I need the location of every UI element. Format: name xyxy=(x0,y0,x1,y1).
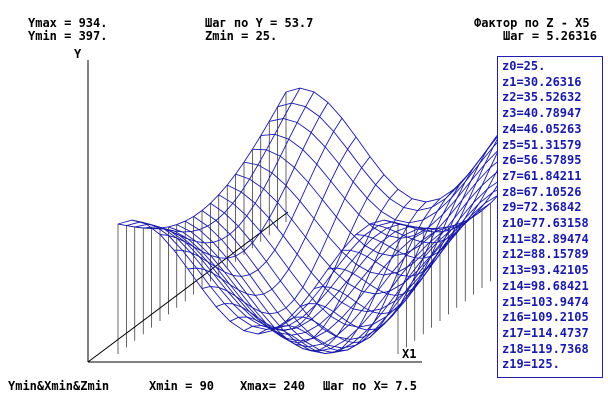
z-level-19: z19=125. xyxy=(502,357,560,372)
y-step-label: Шаг по Y = 53.7 xyxy=(205,16,314,30)
mesh-line-v-0 xyxy=(117,219,399,335)
mesh-line-v-12 xyxy=(218,194,500,328)
z-level-9: z9=72.36842 xyxy=(502,200,582,215)
z-level-17: z17=114.4737 xyxy=(502,325,589,340)
mesh-line-v-1 xyxy=(126,221,407,330)
mesh-line-v-15 xyxy=(243,161,525,276)
z-level-3: z3=40.78947 xyxy=(502,106,582,121)
mesh-line-v-4 xyxy=(151,228,432,336)
xmax-label: Xmax= 240 xyxy=(240,379,306,393)
z-level-1: z1=30.26316 xyxy=(502,74,582,89)
mesh-line-v-8 xyxy=(184,220,466,355)
z-level-12: z12=88.15789 xyxy=(502,247,589,262)
x-step-label: Шаг по X= 7.5 xyxy=(323,379,417,393)
y-axis-label: Y xyxy=(74,47,82,61)
z-level-0: z0=25. xyxy=(502,59,546,73)
z-level-10: z10=77.63158 xyxy=(502,216,589,230)
mesh-line-v-6 xyxy=(168,226,449,348)
xmin-label: Xmin = 90 xyxy=(149,379,215,393)
z-level-8: z8=67.10526 xyxy=(502,184,582,199)
mesh-line-v-7 xyxy=(176,224,458,352)
mesh-line-v-16 xyxy=(252,148,533,257)
surface-mesh xyxy=(117,87,567,355)
x-axis-label: X1 xyxy=(402,347,417,361)
mesh-line-u-5 xyxy=(187,136,357,296)
z-level-6: z6=56.57895 xyxy=(502,153,582,168)
mesh-line-u-2 xyxy=(145,91,315,244)
mesh-line-v-3 xyxy=(143,226,424,332)
z-level-11: z11=82.89474 xyxy=(502,231,589,246)
z-level-15: z15=103.9474 xyxy=(502,294,589,309)
z-level-4: z4=46.05263 xyxy=(502,121,582,136)
z-factor-label: Фактор по Z - X5 xyxy=(474,16,590,30)
mesh-line-v-13 xyxy=(226,184,508,313)
z-levels-legend: z0=25. z1=30.26316 z2=35.52632 z3=40.78947 z… xyxy=(497,56,603,378)
mesh-line-u-1 xyxy=(131,87,301,233)
ymax-label: Ymax = 934. xyxy=(28,16,108,30)
z-step-label: Шаг = 5.26316 xyxy=(503,29,597,43)
ymin-label: Ymin = 397. xyxy=(28,29,108,43)
mesh-line-v-5 xyxy=(159,227,441,342)
plot-axes xyxy=(87,60,422,363)
z-level-7: z7=61.84211 xyxy=(502,168,582,183)
z-level-14: z14=98.68421 xyxy=(502,278,589,293)
mesh-line-v-9 xyxy=(193,216,474,354)
zmin-label: Zmin = 25. xyxy=(205,29,278,43)
z-level-13: z13=93.42105 xyxy=(502,263,589,278)
mesh-line-v-14 xyxy=(235,173,516,295)
z-level-16: z16=109.2105 xyxy=(502,310,589,325)
z-level-2: z2=35.52632 xyxy=(502,90,582,105)
z-level-5: z5=51.31579 xyxy=(502,137,582,152)
mesh-line-v-17 xyxy=(260,133,541,239)
z-axis-line xyxy=(87,211,289,363)
origin-label: Ymin&Xmin&Zmin xyxy=(8,379,110,393)
z-level-18: z18=119.7368 xyxy=(502,341,589,356)
